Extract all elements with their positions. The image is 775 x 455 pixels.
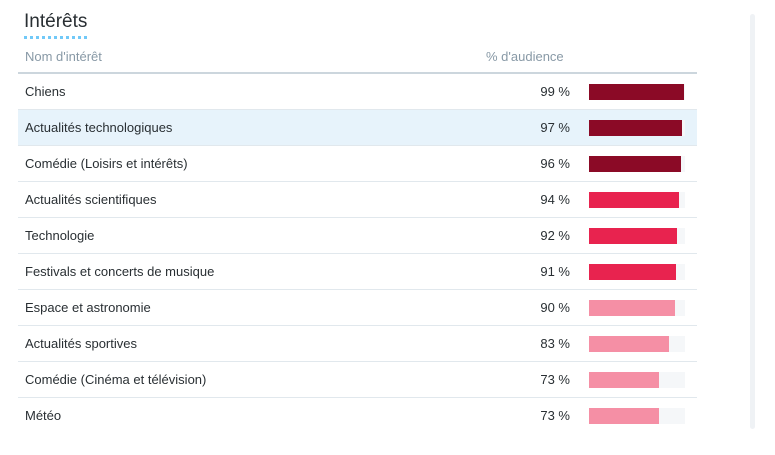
bar-track bbox=[589, 299, 685, 316]
row-percent: 92 % bbox=[540, 228, 570, 243]
row-audience-cell: 94 % bbox=[486, 191, 685, 208]
table-row[interactable]: Actualités scientifiques 94 % bbox=[18, 182, 697, 218]
scrollbar[interactable] bbox=[750, 14, 755, 429]
bar-track bbox=[589, 155, 685, 172]
row-audience-cell: 83 % bbox=[486, 335, 685, 352]
table-row[interactable]: Chiens 99 % bbox=[18, 74, 697, 110]
row-label: Actualités sportives bbox=[25, 336, 137, 351]
row-audience-cell: 92 % bbox=[486, 227, 685, 244]
row-percent: 96 % bbox=[540, 156, 570, 171]
row-label: Festivals et concerts de musique bbox=[25, 264, 215, 279]
row-label: Actualités scientifiques bbox=[25, 192, 157, 207]
bar-track bbox=[589, 119, 685, 136]
row-audience-cell: 99 % bbox=[486, 83, 685, 100]
row-label: Technologie bbox=[25, 228, 95, 243]
table-row[interactable]: Actualités sportives 83 % bbox=[18, 326, 697, 362]
row-percent: 83 % bbox=[540, 336, 570, 351]
row-audience-cell: 91 % bbox=[486, 263, 685, 280]
bar-track bbox=[589, 263, 685, 280]
row-bar bbox=[589, 407, 660, 424]
table-row[interactable]: Technologie 92 % bbox=[18, 218, 697, 254]
table-row[interactable]: Comédie (Cinéma et télévision) 73 % bbox=[18, 362, 697, 398]
row-bar bbox=[589, 371, 660, 388]
row-bar bbox=[589, 335, 669, 352]
bar-track bbox=[589, 335, 685, 352]
row-label: Météo bbox=[25, 408, 62, 423]
bar-track bbox=[589, 371, 685, 388]
bar-track bbox=[589, 407, 685, 424]
row-audience-cell: 90 % bbox=[486, 299, 685, 316]
row-label: Actualités technologiques bbox=[25, 120, 173, 135]
row-percent: 73 % bbox=[540, 372, 570, 387]
row-percent: 91 % bbox=[540, 264, 570, 279]
interests-table: Nom d'intérêt % d'audience Chiens 99 % A… bbox=[18, 43, 697, 433]
row-bar bbox=[589, 191, 680, 208]
row-audience-cell: 73 % bbox=[486, 371, 685, 388]
row-percent: 94 % bbox=[540, 192, 570, 207]
row-bar bbox=[589, 119, 683, 136]
interests-section: Intérêts Nom d'intérêt % d'audience Chie… bbox=[18, 11, 697, 433]
bar-track bbox=[589, 191, 685, 208]
row-bar bbox=[589, 227, 678, 244]
row-audience-cell: 97 % bbox=[486, 119, 685, 136]
row-bar bbox=[589, 83, 685, 100]
table-row[interactable]: Festivals et concerts de musique 91 % bbox=[18, 254, 697, 290]
row-label: Chiens bbox=[25, 84, 66, 99]
row-label: Comédie (Loisirs et intérêts) bbox=[25, 156, 188, 171]
bar-track bbox=[589, 83, 685, 100]
row-label: Comédie (Cinéma et télévision) bbox=[25, 372, 207, 387]
tooltip-dotted-underline bbox=[24, 36, 87, 39]
table-row[interactable]: Espace et astronomie 90 % bbox=[18, 290, 697, 326]
row-percent: 90 % bbox=[540, 300, 570, 315]
row-label: Espace et astronomie bbox=[25, 300, 151, 315]
table-header: Nom d'intérêt % d'audience bbox=[18, 43, 697, 74]
row-audience-cell: 96 % bbox=[486, 155, 685, 172]
row-bar bbox=[589, 155, 682, 172]
row-audience-cell: 73 % bbox=[486, 407, 685, 424]
table-row[interactable]: Actualités technologiques 97 % bbox=[18, 110, 697, 146]
row-percent: 99 % bbox=[540, 84, 570, 99]
row-bar bbox=[589, 299, 676, 316]
page-title[interactable]: Intérêts bbox=[24, 11, 88, 32]
row-bar bbox=[589, 263, 677, 280]
row-percent: 97 % bbox=[540, 120, 570, 135]
bar-track bbox=[589, 227, 685, 244]
table-body: Chiens 99 % Actualités technologiques 97… bbox=[18, 74, 697, 433]
column-header-audience[interactable]: % d'audience bbox=[486, 49, 564, 64]
table-row[interactable]: Comédie (Loisirs et intérêts) 96 % bbox=[18, 146, 697, 182]
column-header-name[interactable]: Nom d'intérêt bbox=[25, 49, 102, 64]
row-percent: 73 % bbox=[540, 408, 570, 423]
table-row[interactable]: Météo 73 % bbox=[18, 398, 697, 433]
